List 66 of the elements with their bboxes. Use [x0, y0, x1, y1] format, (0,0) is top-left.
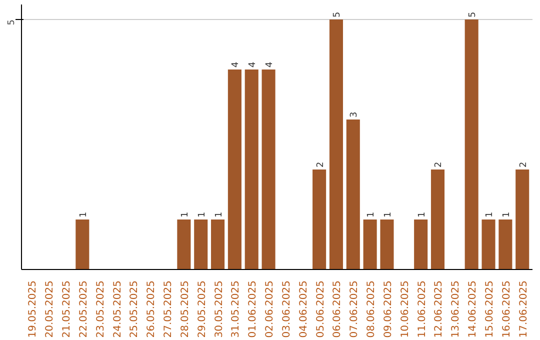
x-tick-label: 27.05.2025 [163, 280, 174, 338]
data-label: 5 [332, 12, 343, 18]
x-tick-label: 19.05.2025 [28, 280, 39, 338]
data-label: 1 [214, 212, 224, 218]
data-label: 4 [265, 62, 276, 68]
x-tick-label: 22.05.2025 [78, 280, 90, 338]
bar [516, 170, 530, 270]
bar [194, 220, 208, 270]
x-tick-label: 11.06.2025 [416, 280, 428, 338]
x-tick-label: 01.06.2025 [248, 280, 259, 338]
x-tick-label: 21.05.2025 [61, 280, 72, 338]
bar [312, 170, 326, 270]
bar [414, 220, 428, 270]
data-label: 2 [518, 162, 529, 168]
data-label: 1 [78, 212, 89, 218]
bar [482, 220, 496, 270]
x-tick-label: 28.05.2025 [180, 280, 191, 338]
bar [498, 220, 512, 270]
x-tick-label: 12.06.2025 [434, 280, 445, 338]
bar [177, 220, 191, 270]
x-tick-label: 05.06.2025 [315, 280, 326, 338]
data-label: 1 [197, 212, 208, 218]
data-label: 1 [383, 212, 394, 218]
x-tick-label: 06.06.2025 [332, 280, 344, 338]
data-label: 2 [316, 162, 326, 168]
x-tick-label: 24.05.2025 [112, 280, 124, 338]
x-tick-label: 09.06.2025 [382, 280, 394, 338]
bar [363, 220, 377, 270]
bar [262, 70, 276, 270]
x-tick-label: 16.06.2025 [501, 280, 512, 338]
x-tick-label: 31.05.2025 [230, 280, 242, 338]
bar [244, 70, 258, 270]
bar [211, 220, 225, 270]
data-label: 1 [417, 212, 428, 218]
bar [464, 20, 478, 270]
x-tick-label: 08.06.2025 [366, 280, 378, 338]
data-label: 4 [231, 62, 242, 68]
bar [430, 170, 445, 270]
data-label: 1 [366, 212, 377, 218]
data-label: 3 [350, 112, 360, 118]
x-tick-label: 29.05.2025 [196, 280, 208, 338]
data-label: 1 [180, 212, 190, 218]
x-tick-label: 07.06.2025 [349, 280, 360, 338]
x-tick-label: 03.06.2025 [281, 280, 292, 338]
data-label: 2 [434, 162, 444, 168]
data-label: 4 [248, 62, 258, 68]
x-tick-label: 20.05.2025 [44, 280, 56, 338]
bar [76, 220, 90, 270]
x-tick-label: 10.06.2025 [400, 280, 411, 338]
x-tick-label: 04.06.2025 [298, 280, 310, 338]
x-tick-label: 15.06.2025 [484, 280, 496, 338]
x-tick-label: 14.06.2025 [468, 280, 479, 338]
x-tick-label: 23.05.2025 [95, 280, 106, 338]
data-label: 1 [502, 212, 512, 218]
x-tick-label: 02.06.2025 [264, 280, 276, 338]
bar [329, 20, 343, 270]
bar [228, 70, 242, 270]
bar [346, 120, 360, 270]
x-tick-label: 17.06.2025 [518, 280, 530, 338]
bar [380, 220, 394, 270]
x-tick-label: 30.05.2025 [214, 280, 225, 338]
x-tick-label: 26.05.2025 [146, 280, 158, 338]
x-tick-label: 13.06.2025 [450, 280, 462, 338]
data-label: 1 [485, 212, 496, 218]
data-label: 5 [468, 12, 478, 18]
x-tick-label: 25.05.2025 [129, 280, 140, 338]
